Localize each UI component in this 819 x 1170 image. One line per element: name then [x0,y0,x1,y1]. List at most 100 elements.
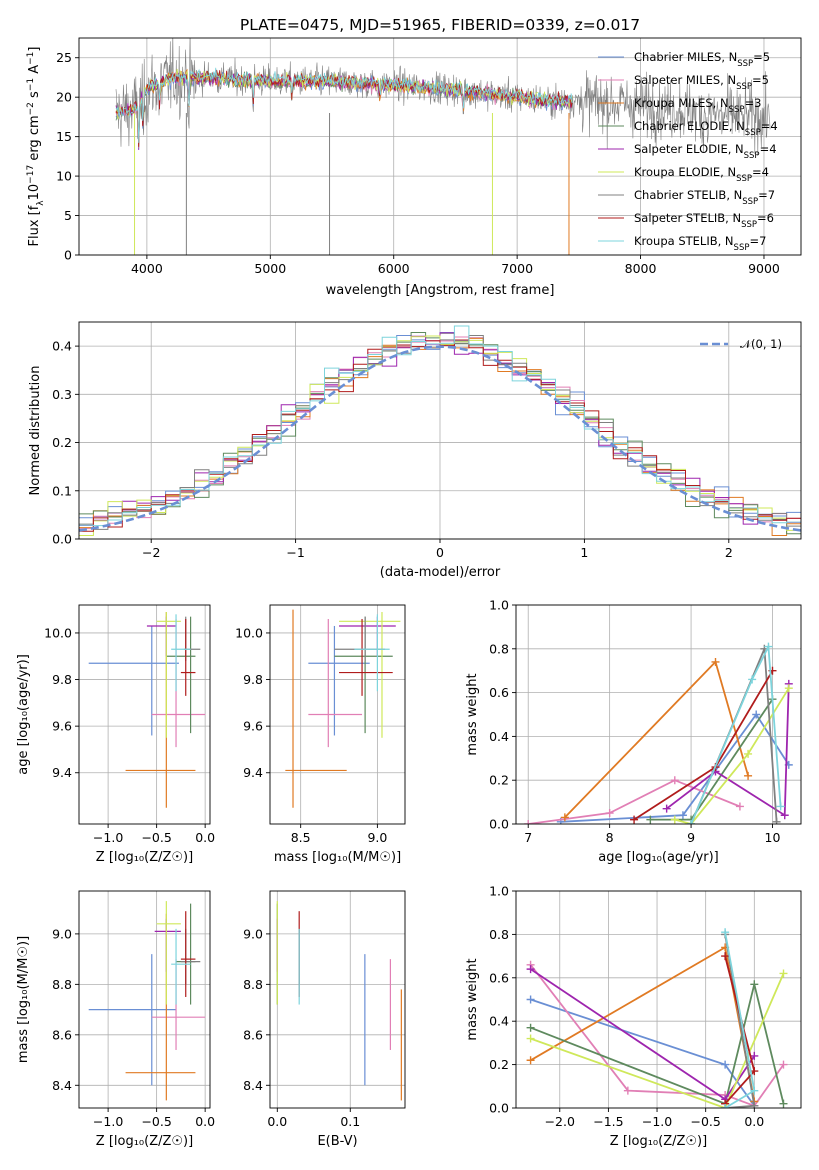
tick-label-x: −1.0 [642,1114,672,1129]
panel-weight-vs-age: 7 8 9 10 0.0 0.2 0.4 0.6 0.8 1.0 age [log₁₀(age/yr… [465,598,802,865]
panel-residuals: −2 −1 0 1 2 0.0 0.1 0.2 0.3 0.4 𝒩(0, 1) (data-model… [28,321,802,580]
tick-label-y: 1.0 [489,884,509,899]
tick-label-y: 8.6 [52,1027,72,1042]
point-marker [524,820,533,824]
point-marker [526,1023,535,1032]
point-marker [752,710,761,719]
tick-label-y: 15 [56,129,72,144]
series-salpeter-miles [528,779,741,824]
tick-label-y: 0.4 [52,339,72,354]
tick-label-y: 9.4 [52,765,72,780]
tick-label-y: 8.8 [52,977,72,992]
y-axis-label: Flux [fλ10−17 erg cm−2 s−1 A−1] [26,47,46,247]
tick-label-x: −2.0 [545,1114,575,1129]
axes-frame [269,604,406,825]
tick-label-y: 9.8 [243,672,263,687]
plot-area [88,901,206,1101]
tick-label-x: 6000 [378,261,410,276]
tick-label-x: 5000 [254,261,286,276]
tick-label-x: 7000 [501,261,533,276]
tick-label-y: 0 [64,248,72,263]
legend-count: =7 [758,188,775,202]
tick-label-y: 0.0 [52,532,72,547]
tick-label-y: 0.4 [489,1014,509,1029]
tick-label-y: 0.4 [489,729,509,744]
y-axis-label-part: s [27,91,42,102]
series-chabrier-miles [530,998,756,1107]
legend-count: =6 [757,211,774,225]
plot-area [115,38,771,255]
legend-sub: SSP [745,128,761,138]
point-marker [780,811,789,820]
plot-area [276,901,402,1101]
legend-label: Kroupa ELODIE, NSSP=4 [634,165,769,184]
tick-label-x: 1 [580,545,588,560]
series-kroupa-miles [564,660,749,819]
legend: 𝒩(0, 1) [700,337,782,351]
tick-label-x: −1.0 [93,1114,123,1129]
tick-label-x: 2 [725,545,733,560]
y-axis-label-part: 10 [27,184,42,201]
y-axis-label-part: −2 [26,102,36,115]
point-marker [750,980,759,989]
tick-label-x: 9 [687,830,695,845]
point-marker [526,1034,535,1043]
point-marker [764,642,773,651]
y-axis-label-part: A [27,65,42,78]
panel-spectrum: 4000 5000 6000 7000 8000 9000 0 5 10 15 20 25 PLATE=… [26,16,802,298]
axes-frame [515,890,802,1109]
legend-count: =4 [761,119,778,133]
legend-count: =3 [744,96,761,110]
point-marker [605,809,614,818]
tick-label-x: 8.5 [291,830,311,845]
point-marker [646,815,655,824]
y-axis-label: Normed distribution [28,366,43,496]
point-marker [784,684,793,693]
point-marker [721,952,730,961]
tick-label-x: 4000 [131,261,163,276]
tick-label-y: 20 [56,90,72,105]
series-kroupa-elodie [530,973,785,1108]
legend-label: Salpeter STELIB, NSSP=6 [634,211,774,230]
point-marker [779,1099,788,1108]
tick-label-y: 9.8 [52,672,72,687]
y-axis-label-part: erg cm [27,115,42,164]
tick-label-x: −0.5 [141,830,171,845]
x-axis-label: E(B-V) [317,1134,357,1149]
legend-count: =4 [752,165,769,179]
axes-frame [78,604,211,825]
tick-label-y: 25 [56,50,72,65]
y-axis-label-part: −17 [26,165,36,184]
tick-label-x: 0.0 [195,830,215,845]
legend-sub: SSP [742,197,758,207]
y-axis-label: mass weight [465,673,480,755]
panel-age-vs-mass: 8.5 9.0 9.4 9.6 9.8 10.0 mass [log₁₀(M/M☉)] [235,604,406,865]
panel-mass-vs-Z: −1.0 −0.5 0.0 8.4 8.6 8.8 9.0 Z [log₁₀(Z/Z☉)] ma… [16,890,215,1149]
series-salpeter-elodie [530,968,756,1101]
tick-label-y: 0.8 [489,927,509,942]
x-axis-label: age [log₁₀(age/yr)] [598,850,719,865]
y-axis-label: mass [log₁₀(M/M☉)] [16,936,31,1063]
panel-age-vs-Z: −1.0 −0.5 0.0 9.4 9.6 9.8 10.0 Z [log₁₀(Z/Z☉)] a… [16,604,215,865]
point-marker [662,804,671,813]
tick-label-x: −2 [142,545,160,560]
tick-label-x: −0.5 [690,1114,720,1129]
x-axis-label: (data-model)/error [380,565,501,580]
tick-label-x: 9000 [748,261,780,276]
plot-area [88,611,206,808]
y-axis-label: age [log₁₀(age/yr)] [16,654,31,775]
point-marker [630,815,639,824]
normal-curve [79,345,801,532]
legend-sub: SSP [734,243,750,253]
tick-label-x: 7 [524,830,532,845]
y-axis-label-part: −1 [26,78,36,91]
y-axis-label-part: ] [27,47,42,52]
tick-label-y: 9.0 [243,926,263,941]
tick-label-y: 9.4 [243,765,263,780]
legend-sub: SSP [736,174,752,184]
tick-label-x: −0.5 [141,1114,171,1129]
point-marker [678,811,687,820]
x-axis-label: Z [log₁₀(Z/Z☉)] [610,1134,707,1149]
point-marker [750,1067,759,1076]
x-axis-label: mass [log₁₀(M/M☉)] [274,850,401,865]
